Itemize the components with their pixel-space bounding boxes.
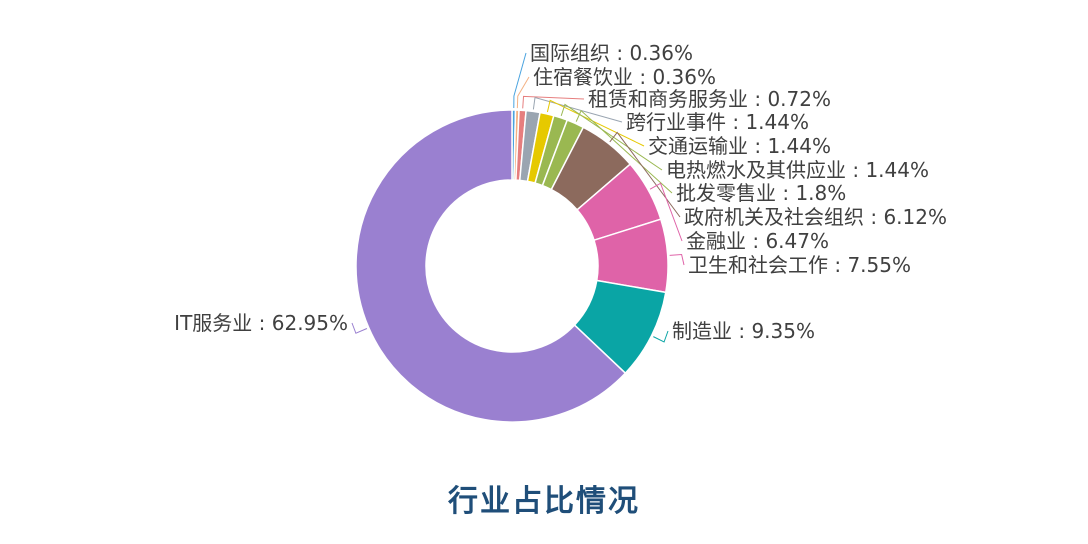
leader-lines: [351, 52, 685, 343]
slice-label-11: IT服务业 : 62.95%: [174, 311, 348, 335]
slice-label-6: 批发零售业 : 1.8%: [676, 181, 846, 205]
chart-caption: 行业占比情况: [448, 484, 640, 519]
slice-label-2: 租赁和商务服务业 : 0.72%: [588, 87, 831, 111]
leader-line-10: [653, 330, 669, 343]
slice-label-10: 制造业 : 9.35%: [672, 319, 815, 343]
slice-label-1: 住宿餐饮业 : 0.36%: [533, 65, 716, 89]
slice-label-3: 跨行业事件 : 1.44%: [626, 110, 809, 134]
slice-label-9: 卫生和社会工作 : 7.55%: [688, 253, 911, 277]
leader-line-9: [669, 253, 685, 266]
leader-line-7: [609, 131, 681, 218]
leader-line-5: [560, 103, 663, 171]
leader-line-8: [649, 182, 683, 242]
leader-line-11: [351, 322, 368, 334]
leader-line-1: [516, 76, 530, 109]
slice-labels: 国际组织 : 0.36%住宿餐饮业 : 0.36%租赁和商务服务业 : 0.72…: [174, 41, 947, 343]
leader-line-3: [532, 96, 623, 123]
slice-label-5: 电热燃水及其供应业 : 1.44%: [666, 158, 929, 182]
slice-label-7: 政府机关及社会组织 : 6.12%: [684, 205, 947, 229]
slice-label-4: 交通运输业 : 1.44%: [648, 134, 831, 158]
leader-line-2: [522, 95, 585, 109]
leader-line-4: [546, 99, 645, 147]
leader-line-0: [513, 52, 527, 109]
slice-label-0: 国际组织 : 0.36%: [530, 41, 693, 65]
slice-label-8: 金融业 : 6.47%: [686, 229, 829, 253]
slice-11: [355, 109, 627, 423]
donut-slices: [355, 109, 669, 423]
